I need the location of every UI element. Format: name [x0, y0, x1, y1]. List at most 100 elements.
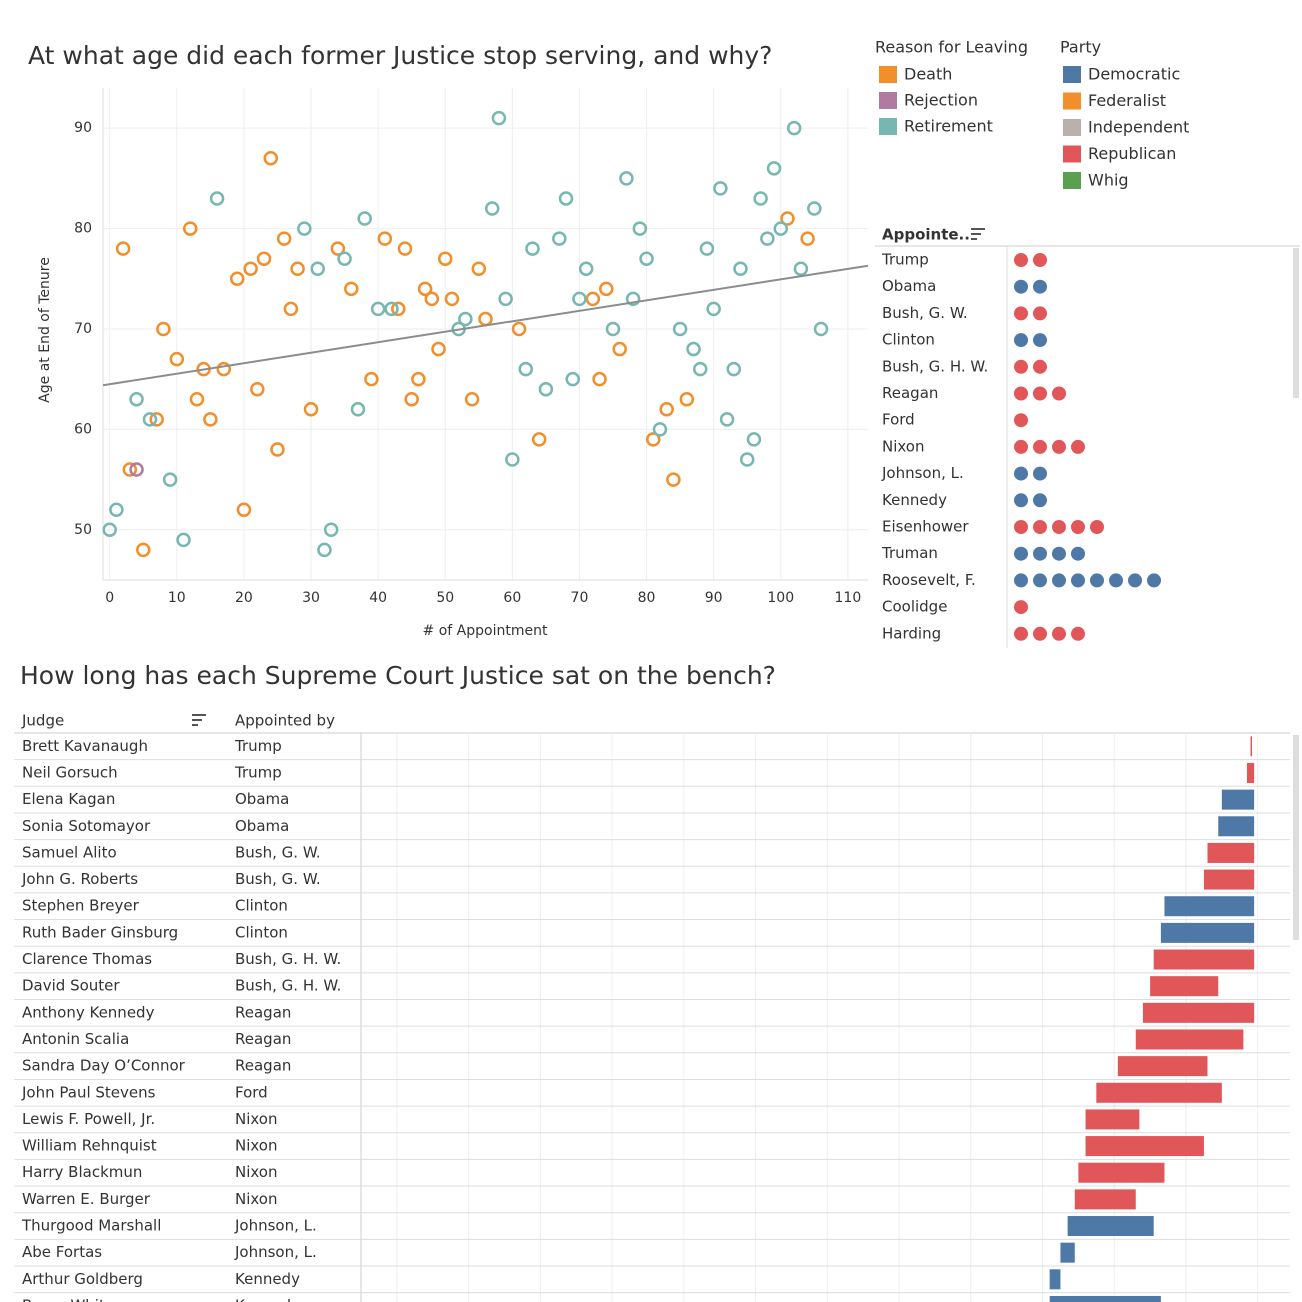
point: [592, 371, 607, 387]
tenure-bar: [1221, 789, 1255, 810]
judge-name: Abe Fortas: [22, 1243, 102, 1261]
legend-label: Whig: [1088, 171, 1129, 190]
point: [625, 291, 641, 307]
point: [357, 211, 372, 226]
point: [807, 201, 822, 216]
point: [330, 241, 346, 256]
point: [612, 341, 627, 357]
judge-name: Thurgood Marshall: [21, 1217, 161, 1235]
point: [746, 432, 762, 447]
tenure-bar: [1049, 1269, 1061, 1290]
point: [109, 502, 124, 517]
sort-icon[interactable]: [971, 228, 985, 240]
point: [136, 542, 151, 558]
tenure-bar: [1250, 736, 1253, 757]
judge-name: Sandra Day O’Connor: [22, 1057, 186, 1075]
sort-icon[interactable]: [192, 714, 206, 726]
tenure-bar: [1203, 869, 1255, 890]
point: [666, 472, 681, 487]
dot: [1033, 359, 1047, 374]
appointed-by: Obama: [235, 817, 289, 835]
legend-swatch: [1063, 172, 1081, 189]
appointed-by: Bush, G. H. W.: [235, 977, 341, 995]
point: [377, 231, 393, 246]
point: [793, 261, 809, 276]
point: [484, 201, 500, 216]
row-label: Trump: [881, 251, 929, 269]
dot: [1014, 413, 1028, 428]
legend-title: Reason for Leaving: [875, 38, 1028, 57]
point: [236, 502, 252, 517]
judge-name: John G. Roberts: [21, 870, 138, 888]
legend-swatch: [1063, 92, 1081, 110]
point: [229, 271, 245, 287]
dot: [1109, 573, 1123, 588]
point: [397, 241, 413, 256]
dot: [1052, 573, 1066, 588]
dot: [1033, 520, 1047, 534]
point: [391, 301, 406, 317]
point: [780, 211, 795, 226]
legend-swatch: [1063, 66, 1081, 83]
appointed-by: Johnson, L.: [234, 1217, 317, 1235]
point: [659, 402, 674, 417]
dot: [1071, 439, 1085, 454]
point: [216, 361, 232, 377]
point: [364, 371, 379, 387]
dot: [1033, 386, 1047, 401]
dot: [1014, 466, 1028, 481]
point: [263, 151, 279, 166]
legend-swatch: [879, 92, 897, 109]
dot: [1014, 573, 1028, 588]
tenure-bar: [1085, 1136, 1204, 1157]
point: [122, 462, 138, 477]
dot: [1014, 546, 1028, 561]
y-axis-title: Age at End of Tenure: [37, 257, 53, 403]
judge-name: Clarence Thomas: [22, 950, 152, 968]
dot: [1071, 520, 1085, 534]
point: [464, 392, 480, 407]
x-tick-label: 0: [105, 590, 114, 606]
appointed-by: Bush, G. W.: [235, 870, 321, 888]
appointed-by: Clinton: [235, 923, 288, 941]
row-label: Obama: [882, 277, 936, 295]
point: [437, 251, 453, 266]
judge-name: Elena Kagan: [22, 790, 115, 808]
row-label: Harding: [882, 624, 941, 642]
dot: [1052, 386, 1066, 401]
point: [773, 221, 789, 236]
legend-label: Democratic: [1088, 65, 1180, 84]
point: [605, 321, 621, 337]
point: [585, 291, 601, 307]
point: [169, 351, 185, 367]
row-label: Reagan: [882, 384, 938, 402]
point: [619, 171, 634, 186]
point: [766, 161, 782, 176]
tenure-bar: [1218, 816, 1255, 837]
appointed-by: Trump: [234, 737, 282, 755]
x-tick-label: 70: [571, 590, 589, 606]
tenure-bar: [1060, 1242, 1075, 1263]
point: [713, 181, 728, 196]
point: [753, 191, 768, 206]
legend-label: Retirement: [904, 117, 993, 136]
scrollbar[interactable]: [1293, 248, 1299, 398]
point: [525, 241, 540, 256]
x-tick-label: 50: [436, 590, 454, 606]
point: [290, 261, 305, 276]
dot: [1033, 626, 1047, 641]
x-axis-title: # of Appointment: [423, 623, 548, 639]
row-label: Coolidge: [882, 598, 947, 616]
x-tick-label: 30: [302, 590, 320, 606]
judge-name: Byron White: [22, 1296, 114, 1302]
point: [706, 301, 721, 317]
row-label: Bush, G. W.: [882, 304, 968, 322]
point: [786, 120, 802, 136]
dot: [1147, 573, 1161, 588]
dot: [1128, 573, 1142, 588]
dot: [1033, 333, 1047, 348]
point: [572, 291, 587, 307]
point: [404, 392, 419, 407]
dot: [1014, 439, 1028, 454]
scrollbar[interactable]: [1293, 735, 1299, 940]
